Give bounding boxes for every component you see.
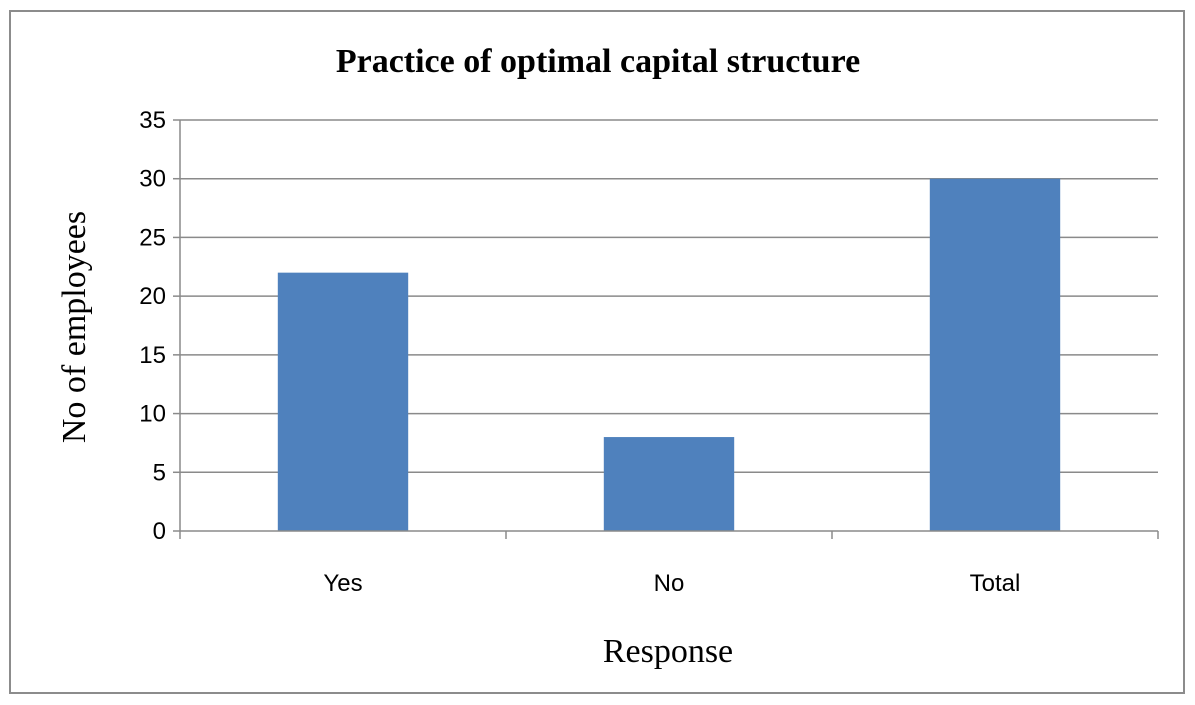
y-tick-labels: 0 5 10 15 20 25 30 35 [139, 107, 166, 545]
y-tick-label: 10 [139, 401, 166, 428]
y-tick-label: 35 [139, 107, 166, 134]
y-tick-label: 0 [153, 518, 166, 545]
bar-no [603, 437, 735, 531]
y-tick-label: 15 [139, 342, 166, 369]
x-tick-label: No [654, 570, 685, 597]
chart-title: Practice of optimal capital structure [336, 43, 860, 80]
x-axis-title: Response [603, 633, 733, 670]
bar-yes [277, 272, 409, 531]
bars [277, 178, 1061, 531]
y-tick-label: 5 [153, 459, 166, 486]
x-tick-labels: Yes No Total [323, 570, 1020, 597]
y-tick-label: 30 [139, 166, 166, 193]
bar-total [929, 178, 1061, 531]
y-tick-label: 20 [139, 283, 166, 310]
axes [173, 119, 1159, 539]
x-tick-label: Yes [323, 570, 362, 597]
x-tick-label: Total [970, 570, 1021, 597]
y-axis-title: No of employees [56, 211, 93, 443]
y-tick-label: 25 [139, 224, 166, 251]
